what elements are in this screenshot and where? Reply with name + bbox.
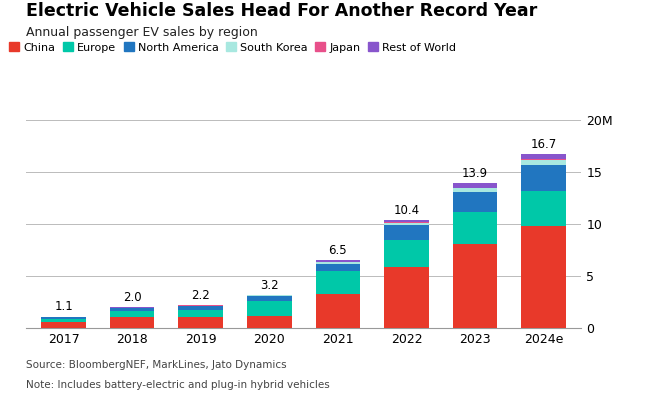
Bar bbox=[521, 191, 566, 226]
Bar bbox=[384, 225, 429, 240]
Text: 13.9: 13.9 bbox=[462, 167, 488, 180]
Bar bbox=[178, 310, 223, 317]
Text: Electric Vehicle Sales Head For Another Record Year: Electric Vehicle Sales Head For Another … bbox=[26, 2, 537, 20]
Bar bbox=[453, 212, 497, 244]
Bar bbox=[316, 271, 360, 294]
Text: 10.4: 10.4 bbox=[393, 204, 419, 217]
Bar bbox=[453, 244, 497, 328]
Bar bbox=[384, 220, 429, 222]
Text: 2.0: 2.0 bbox=[123, 291, 141, 304]
Text: 3.2: 3.2 bbox=[260, 278, 278, 292]
Text: 16.7: 16.7 bbox=[530, 138, 557, 151]
Bar bbox=[521, 226, 566, 328]
Text: Note: Includes battery-electric and plug-in hybrid vehicles: Note: Includes battery-electric and plug… bbox=[26, 380, 329, 390]
Text: 2.2: 2.2 bbox=[191, 289, 210, 302]
Bar bbox=[247, 316, 291, 328]
Bar bbox=[110, 311, 154, 317]
Bar bbox=[316, 294, 360, 328]
Text: 1.1: 1.1 bbox=[54, 300, 73, 314]
Text: 6.5: 6.5 bbox=[329, 244, 348, 257]
Legend: China, Europe, North America, South Korea, Japan, Rest of World: China, Europe, North America, South Kore… bbox=[9, 42, 456, 53]
Bar bbox=[521, 160, 566, 165]
Bar bbox=[110, 317, 154, 328]
Bar bbox=[384, 223, 429, 225]
Text: Annual passenger EV sales by region: Annual passenger EV sales by region bbox=[26, 26, 258, 39]
Bar bbox=[521, 165, 566, 191]
Bar bbox=[316, 260, 360, 262]
Bar bbox=[521, 154, 566, 159]
Bar bbox=[41, 319, 86, 322]
Bar bbox=[453, 184, 497, 188]
Bar bbox=[384, 222, 429, 223]
Bar bbox=[384, 267, 429, 328]
Bar bbox=[453, 192, 497, 212]
Bar bbox=[247, 301, 291, 316]
Bar bbox=[316, 262, 360, 264]
Bar bbox=[110, 308, 154, 311]
Text: Source: BloombergNEF, MarkLines, Jato Dynamics: Source: BloombergNEF, MarkLines, Jato Dy… bbox=[26, 360, 286, 370]
Bar bbox=[521, 159, 566, 160]
Bar bbox=[41, 317, 86, 319]
Bar bbox=[453, 188, 497, 192]
Bar bbox=[178, 306, 223, 310]
Bar bbox=[247, 295, 291, 296]
Bar bbox=[178, 317, 223, 328]
Bar bbox=[384, 240, 429, 267]
Bar bbox=[41, 322, 86, 328]
Bar bbox=[316, 264, 360, 271]
Bar bbox=[247, 296, 291, 301]
